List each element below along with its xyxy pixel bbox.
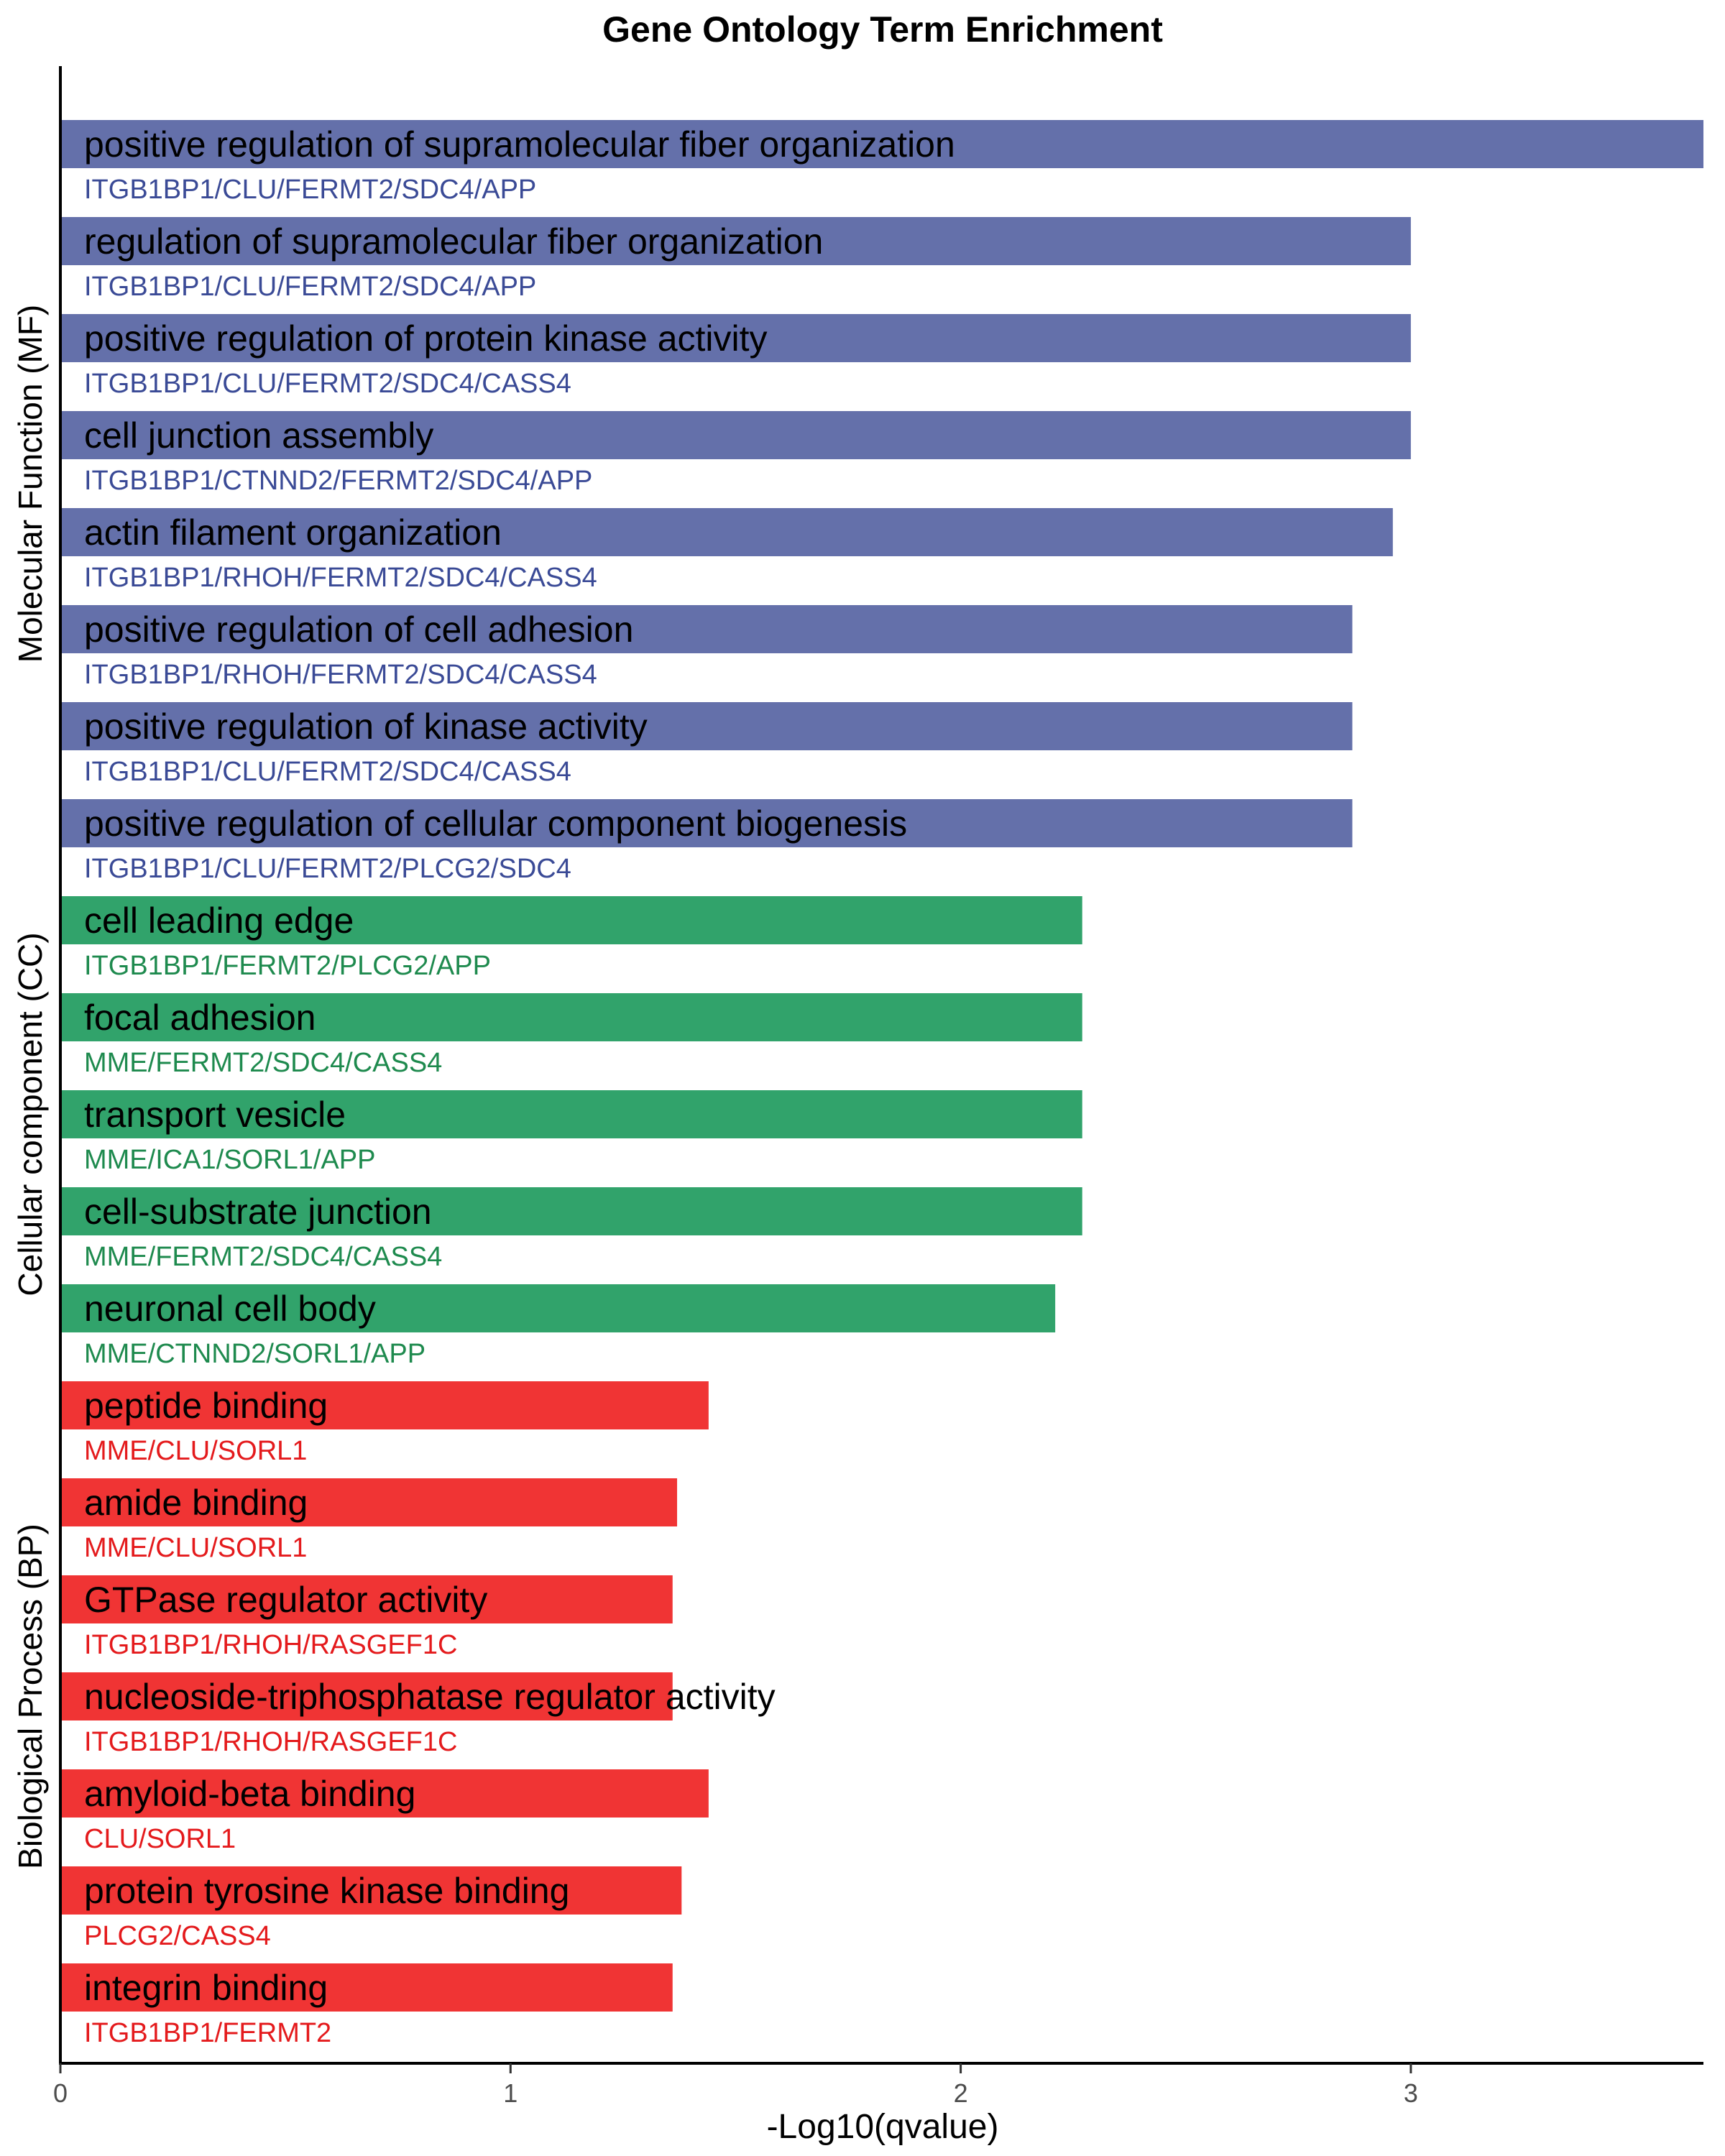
bar-genes-label: ITGB1BP1/CLU/FERMT2/SDC4/CASS4 (84, 369, 571, 399)
bar-genes-label: ITGB1BP1/CTNND2/FERMT2/SDC4/APP (84, 466, 592, 496)
chart-title: Gene Ontology Term Enrichment (602, 9, 1163, 50)
bar (60, 702, 1353, 750)
bar (60, 508, 1393, 556)
x-tick-label: 2 (954, 2078, 968, 2108)
bar (60, 993, 1082, 1041)
bar-term-label: protein tyrosine kinase binding (84, 1871, 569, 1911)
bar (60, 411, 1411, 459)
bar-genes-label: MME/ICA1/SORL1/APP (84, 1145, 375, 1175)
bar-term-label: positive regulation of supramolecular fi… (84, 124, 955, 165)
bar-term-label: peptide binding (84, 1386, 328, 1426)
bar-term-label: amide binding (84, 1483, 308, 1523)
x-axis-title: -Log10(qvalue) (767, 2108, 999, 2146)
bar-term-label: positive regulation of cell adhesion (84, 609, 633, 650)
bar-genes-label: ITGB1BP1/CLU/FERMT2/PLCG2/SDC4 (84, 854, 571, 884)
bar-term-label: cell junction assembly (84, 415, 433, 456)
bar-genes-label: MME/FERMT2/SDC4/CASS4 (84, 1242, 442, 1272)
bar-genes-label: ITGB1BP1/CLU/FERMT2/SDC4/CASS4 (84, 757, 571, 787)
bar-genes-label: MME/FERMT2/SDC4/CASS4 (84, 1048, 442, 1078)
bar (60, 1575, 673, 1623)
bar-term-label: regulation of supramolecular fiber organ… (84, 221, 823, 262)
bar-term-label: integrin binding (84, 1968, 328, 2008)
bar-genes-label: ITGB1BP1/RHOH/RASGEF1C (84, 1727, 457, 1757)
bar-genes-label: CLU/SORL1 (84, 1824, 236, 1854)
bar-genes-label: MME/CLU/SORL1 (84, 1533, 307, 1563)
bar (60, 799, 1353, 847)
group-label: Cellular component (CC) (12, 932, 49, 1296)
bar (60, 1866, 682, 1915)
bar (60, 896, 1082, 944)
bar (60, 1672, 673, 1720)
bars-layer (60, 120, 1703, 2012)
bar-genes-label: MME/CTNND2/SORL1/APP (84, 1339, 426, 1369)
bar-term-label: cell leading edge (84, 900, 354, 941)
bar-genes-label: ITGB1BP1/FERMT2/PLCG2/APP (84, 951, 491, 981)
bar-term-label: positive regulation of protein kinase ac… (84, 318, 768, 359)
group-label: Molecular Function (MF) (12, 305, 49, 663)
bar-term-label: cell-substrate junction (84, 1192, 432, 1232)
bar (60, 1478, 678, 1526)
bar (60, 605, 1353, 653)
group-labels: Molecular Function (MF) Cellular componen… (12, 305, 49, 1869)
bar (60, 1187, 1082, 1235)
bar (60, 217, 1411, 265)
bar-genes-label: ITGB1BP1/RHOH/RASGEF1C (84, 1630, 457, 1660)
bar-genes-label: ITGB1BP1/FERMT2 (84, 2018, 331, 2048)
bar (60, 1284, 1056, 1332)
bar-genes-label: ITGB1BP1/CLU/FERMT2/SDC4/APP (84, 272, 536, 302)
bar (60, 314, 1411, 362)
group-label: Biological Process (BP) (12, 1524, 49, 1869)
bar-term-label: positive regulation of cellular componen… (84, 803, 907, 844)
bar (60, 1381, 709, 1429)
bar-term-label: positive regulation of kinase activity (84, 706, 648, 747)
x-tick-label: 0 (53, 2078, 68, 2108)
bar-genes-label: ITGB1BP1/CLU/FERMT2/SDC4/APP (84, 175, 536, 205)
bar-term-label: transport vesicle (84, 1095, 346, 1135)
bar-term-label: GTPase regulator activity (84, 1580, 487, 1620)
bar-genes-label: ITGB1BP1/RHOH/FERMT2/SDC4/CASS4 (84, 660, 597, 690)
bar (60, 1090, 1082, 1138)
bar (60, 1963, 673, 2012)
x-ticks: 0 1 2 3 (53, 2063, 1418, 2108)
bar-term-label: actin filament organization (84, 512, 502, 553)
bar-term-label: nucleoside-triphosphatase regulator acti… (84, 1677, 776, 1717)
bar-genes-label: PLCG2/CASS4 (84, 1921, 271, 1951)
bar (60, 120, 1703, 168)
labels-layer: positive regulation of supramolecular fi… (84, 124, 955, 2048)
bar (60, 1769, 709, 1818)
bar-genes-label: MME/CLU/SORL1 (84, 1436, 307, 1466)
x-tick-label: 3 (1404, 2078, 1418, 2108)
x-tick-label: 1 (503, 2078, 518, 2108)
bar-genes-label: ITGB1BP1/RHOH/FERMT2/SDC4/CASS4 (84, 563, 597, 593)
bar-term-label: focal adhesion (84, 998, 316, 1038)
bar-term-label: amyloid-beta binding (84, 1774, 415, 1814)
bar-term-label: neuronal cell body (84, 1289, 376, 1329)
